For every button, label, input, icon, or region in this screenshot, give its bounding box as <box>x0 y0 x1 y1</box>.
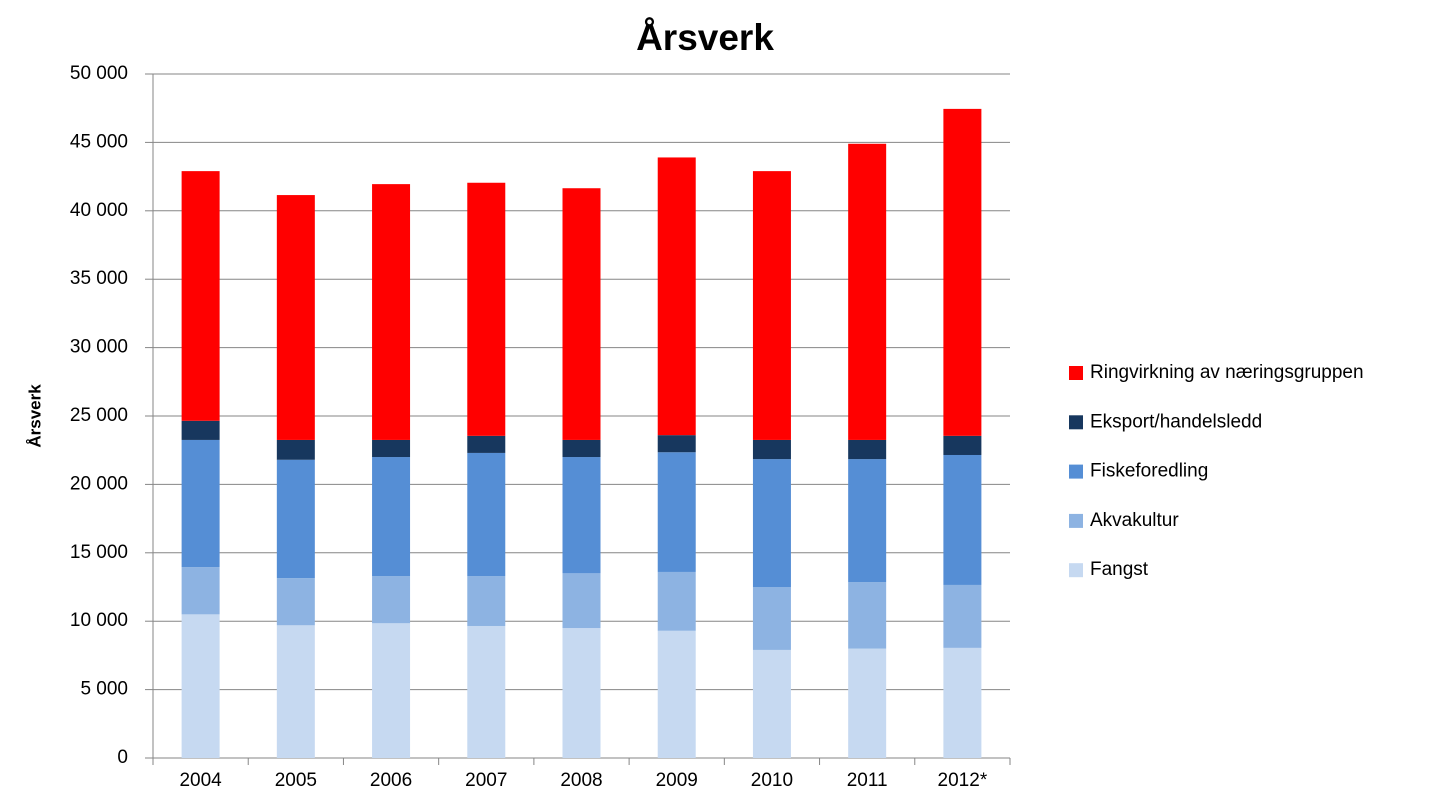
legend-label: Fangst <box>1090 559 1149 580</box>
bar-segment <box>848 439 887 460</box>
bar-segment <box>752 171 791 440</box>
bar-segment <box>562 573 601 629</box>
bar-segment <box>372 184 411 440</box>
bar-segment <box>467 625 506 758</box>
y-tick-label: 40 000 <box>70 200 128 221</box>
legend-label: Ringvirkning av næringsgruppen <box>1090 362 1364 383</box>
bar-segment <box>943 454 982 585</box>
y-tick-label: 50 000 <box>70 63 128 84</box>
bar-segment <box>657 435 696 453</box>
x-tick-label: 2012* <box>938 770 988 791</box>
bar-segment <box>657 630 696 758</box>
bar-segment <box>372 623 411 758</box>
bar-segment <box>467 435 506 453</box>
bar-segment <box>848 648 887 758</box>
y-tick-label: 15 000 <box>70 542 128 563</box>
bar-segment <box>181 420 220 440</box>
x-tick-label: 2006 <box>370 770 412 791</box>
bar-segment <box>467 452 506 577</box>
legend-swatch <box>1069 366 1083 380</box>
bar-segment <box>657 452 696 572</box>
x-tick-label: 2010 <box>751 770 793 791</box>
bar-segment <box>752 439 791 460</box>
x-tick-label: 2004 <box>179 770 222 791</box>
bar-segment <box>657 571 696 631</box>
y-tick-label: 20 000 <box>70 473 128 494</box>
bar-segment <box>752 587 791 650</box>
legend-label: Eksport/handelsledd <box>1090 411 1262 432</box>
bar-segment <box>848 582 887 649</box>
y-tick-label: 35 000 <box>70 268 128 289</box>
bar-segment <box>562 457 601 574</box>
bar-segment <box>562 188 601 440</box>
bar-segment <box>276 439 315 460</box>
bar-segment <box>562 628 601 758</box>
bar-segment <box>276 195 315 440</box>
bar-segment <box>752 649 791 758</box>
bar-segment <box>467 576 506 626</box>
bar-segment <box>467 182 506 436</box>
bar-segment <box>943 108 982 436</box>
x-tick-label: 2011 <box>847 770 888 791</box>
bar-segment <box>181 567 220 615</box>
bar-segment <box>657 157 696 436</box>
bar-segment <box>276 625 315 758</box>
x-tick-label: 2007 <box>465 770 507 791</box>
bar-segment <box>943 584 982 648</box>
y-tick-label: 30 000 <box>70 337 128 358</box>
bar-segment <box>752 459 791 587</box>
bar-segment <box>943 435 982 455</box>
bar-segment <box>181 614 220 758</box>
y-tick-label: 0 <box>117 747 128 768</box>
y-tick-label: 25 000 <box>70 405 128 426</box>
x-tick-label: 2008 <box>560 770 602 791</box>
bar-segment <box>372 439 411 458</box>
legend-swatch <box>1069 563 1083 578</box>
legend-swatch <box>1069 464 1083 479</box>
bar-segment <box>372 457 411 577</box>
legend-swatch <box>1069 513 1083 528</box>
y-axis-label: Årsverk <box>25 384 44 448</box>
legend-swatch <box>1069 415 1083 430</box>
chart-title: Årsverk <box>636 17 774 58</box>
x-tick-label: 2005 <box>275 770 317 791</box>
bar-segment <box>181 439 220 568</box>
legend-label: Akvakultur <box>1090 510 1179 531</box>
bar-segment <box>181 171 220 421</box>
bar-segment <box>848 143 887 440</box>
legend-label: Fiskeforedling <box>1090 461 1208 482</box>
y-tick-label: 10 000 <box>70 610 128 631</box>
x-tick-label: 2009 <box>656 770 698 791</box>
y-tick-label: 45 000 <box>70 131 128 152</box>
y-tick-label: 5 000 <box>80 679 128 700</box>
bar-segment <box>848 459 887 583</box>
bar-segment <box>943 647 982 758</box>
bar-segment <box>372 576 411 624</box>
bar-segment <box>276 578 315 626</box>
bar-segment <box>562 439 601 458</box>
bar-segment <box>276 459 315 579</box>
